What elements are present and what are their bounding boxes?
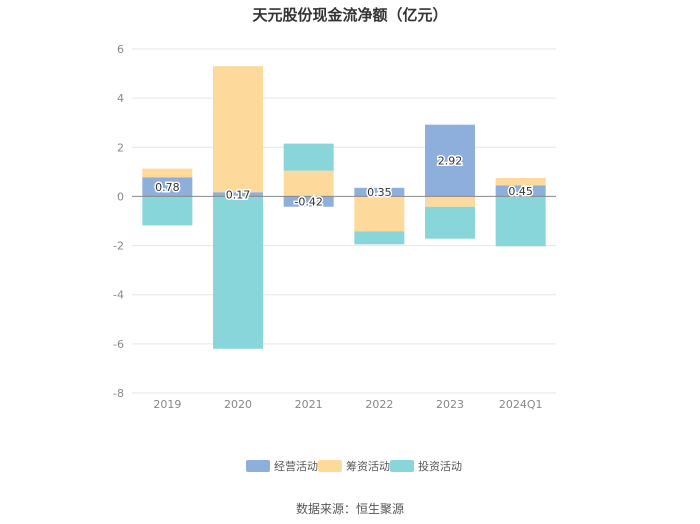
- bar-segment: [213, 196, 263, 349]
- y-tick-label: -4: [113, 289, 124, 302]
- legend-swatch: [318, 460, 342, 472]
- data-label: -0.42: [294, 196, 322, 209]
- bar-segment: [283, 196, 334, 207]
- y-tick-label: 6: [117, 43, 124, 56]
- grid-layer: [132, 48, 556, 394]
- bar-segment: [495, 196, 546, 247]
- x-tick-label: 2023: [436, 398, 464, 411]
- legend-label: 筹资活动: [346, 459, 390, 473]
- source-text: 数据来源：恒生聚源: [295, 502, 404, 516]
- bar-segment: [354, 231, 405, 245]
- x-tick-label: 2024Q1: [499, 398, 543, 411]
- bars-layer: [142, 66, 546, 349]
- bar-segment: [495, 185, 546, 197]
- bar-segment: [142, 196, 193, 226]
- bar-segment: [283, 170, 334, 197]
- y-tick-label: -6: [113, 338, 124, 351]
- bar-segment: [142, 177, 193, 197]
- bar-segment: [213, 192, 263, 197]
- data-label: 0.17: [226, 188, 251, 201]
- y-tick-label: -8: [113, 387, 124, 400]
- bar-segment: [495, 178, 546, 186]
- bar-segment: [213, 66, 263, 193]
- y-tick-label: 0: [117, 190, 124, 203]
- data-label: 2.92: [438, 155, 463, 168]
- chart-title: 天元股份现金流净额（亿元）: [252, 6, 448, 24]
- legend-label: 经营活动: [274, 459, 318, 473]
- x-tick-label: 2022: [365, 398, 393, 411]
- x-tick-label: 2021: [295, 398, 323, 411]
- x-tick-label: 2019: [153, 398, 181, 411]
- bar-segment: [354, 196, 405, 232]
- legend-swatch: [390, 460, 414, 472]
- y-tick-label: -2: [113, 240, 124, 253]
- data-label: 0.35: [367, 186, 392, 199]
- legend: 经营活动 筹资活动 投资活动: [246, 459, 462, 473]
- legend-label: 投资活动: [418, 459, 462, 473]
- bar-segment: [425, 206, 475, 239]
- data-label: 0.45: [508, 185, 533, 198]
- bar-segment: [142, 168, 193, 178]
- bar-segment: [425, 196, 475, 207]
- y-tick-label: 4: [117, 92, 124, 105]
- y-tick-label: 2: [117, 141, 124, 154]
- bar-segment: [354, 187, 405, 197]
- legend-swatch: [246, 460, 270, 472]
- labels-layer: 0.78 0.17 -0.42 0.35 2.92 0.45: [154, 153, 535, 210]
- data-label: 0.78: [155, 181, 180, 194]
- x-tick-label: 2020: [224, 398, 252, 411]
- bar-segment: [425, 124, 475, 197]
- bar-segment: [283, 143, 334, 171]
- axis-layer: 6 4 2 0 -2 -4 -6 -8 2019 2020 2021 2022 2023 2024Q1: [113, 43, 556, 411]
